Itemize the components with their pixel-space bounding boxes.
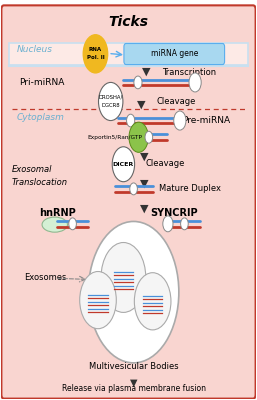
Circle shape <box>181 218 188 230</box>
Text: Cleavage: Cleavage <box>145 159 185 168</box>
Text: ▼: ▼ <box>140 178 148 188</box>
Circle shape <box>69 218 76 230</box>
Ellipse shape <box>42 217 68 232</box>
Text: DICER: DICER <box>113 162 134 167</box>
Text: Cytoplasm: Cytoplasm <box>17 113 65 122</box>
Circle shape <box>83 35 108 73</box>
Text: Multivesicular Bodies: Multivesicular Bodies <box>89 362 178 371</box>
Circle shape <box>189 73 201 92</box>
Text: ▼: ▼ <box>140 238 148 248</box>
Circle shape <box>129 122 148 152</box>
Circle shape <box>112 147 135 182</box>
Text: ▼: ▼ <box>137 100 145 110</box>
Text: RNA: RNA <box>89 47 102 52</box>
Text: Transcription: Transcription <box>162 68 216 77</box>
Text: Cleavage: Cleavage <box>157 97 196 106</box>
Circle shape <box>101 242 146 312</box>
Text: Pre-miRNA: Pre-miRNA <box>182 116 230 125</box>
Text: Mature Duplex: Mature Duplex <box>159 184 221 193</box>
Circle shape <box>134 76 142 89</box>
Text: ▼: ▼ <box>142 66 151 76</box>
Circle shape <box>134 273 171 330</box>
FancyBboxPatch shape <box>124 44 225 64</box>
Circle shape <box>80 272 116 329</box>
Text: Ticks: Ticks <box>108 15 149 29</box>
Circle shape <box>174 111 186 130</box>
Circle shape <box>163 216 173 232</box>
Text: DROSHA/: DROSHA/ <box>99 94 123 99</box>
Text: Pri-miRNA: Pri-miRNA <box>19 78 65 87</box>
Text: ▼: ▼ <box>130 378 137 388</box>
Circle shape <box>126 114 135 127</box>
Text: ▼: ▼ <box>140 152 148 162</box>
Text: Exosomes: Exosomes <box>24 273 67 282</box>
FancyBboxPatch shape <box>1 5 256 399</box>
Circle shape <box>88 222 179 363</box>
FancyBboxPatch shape <box>9 43 248 65</box>
Text: Nucleus: Nucleus <box>17 45 53 54</box>
Text: SYNCRIP: SYNCRIP <box>150 208 198 218</box>
Text: Exportin5/Ran/GTP: Exportin5/Ran/GTP <box>88 135 143 140</box>
Text: hnRNP: hnRNP <box>39 208 76 218</box>
Text: Release via plasma membrane fusion: Release via plasma membrane fusion <box>62 384 206 393</box>
Circle shape <box>130 183 137 195</box>
Text: miRNA gene: miRNA gene <box>151 49 198 58</box>
Circle shape <box>98 82 123 120</box>
Text: DGCR8: DGCR8 <box>102 103 120 108</box>
Text: ▼: ▼ <box>140 203 148 213</box>
Text: Exosomal
Translocation: Exosomal Translocation <box>12 166 68 187</box>
Text: Pol. II: Pol. II <box>87 55 104 60</box>
Circle shape <box>145 131 153 143</box>
